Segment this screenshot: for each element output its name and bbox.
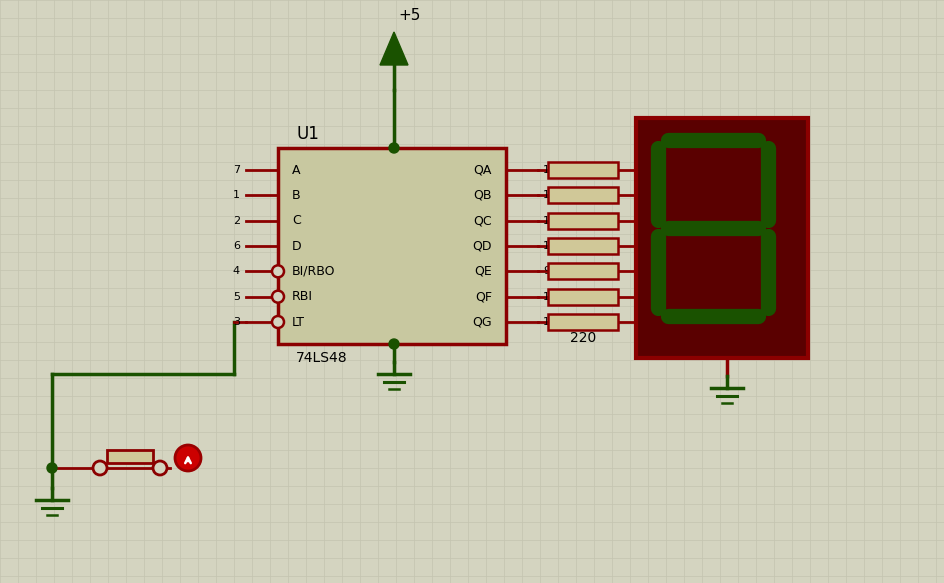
Polygon shape: [380, 32, 408, 65]
Bar: [548, 238, 618, 254]
Bar: [548, 187, 618, 203]
Circle shape: [47, 463, 57, 473]
Text: 2: 2: [233, 216, 240, 226]
Text: QE: QE: [474, 265, 492, 278]
Text: 11: 11: [543, 216, 557, 226]
Text: U1: U1: [296, 125, 319, 143]
Bar: [548, 314, 618, 330]
Text: 5: 5: [233, 292, 240, 301]
Text: RBI: RBI: [292, 290, 313, 303]
Text: BI/RBO: BI/RBO: [292, 265, 335, 278]
Text: QG: QG: [472, 315, 492, 328]
Circle shape: [272, 316, 284, 328]
Text: QF: QF: [475, 290, 492, 303]
Text: QA: QA: [474, 163, 492, 177]
Text: 13: 13: [543, 165, 557, 175]
Text: 1: 1: [233, 190, 240, 201]
Text: D: D: [292, 240, 302, 252]
Text: C: C: [292, 214, 301, 227]
Text: B: B: [292, 189, 300, 202]
Text: 4: 4: [233, 266, 240, 276]
Bar: [278, 148, 506, 344]
Text: 12: 12: [543, 190, 557, 201]
Text: QB: QB: [474, 189, 492, 202]
Bar: [107, 450, 153, 463]
Circle shape: [272, 291, 284, 303]
Circle shape: [389, 143, 399, 153]
Text: 7: 7: [233, 165, 240, 175]
Bar: [548, 264, 618, 279]
Circle shape: [175, 445, 201, 471]
Text: 220: 220: [570, 331, 596, 345]
Text: A: A: [292, 163, 300, 177]
Text: 74LS48: 74LS48: [296, 351, 347, 365]
Bar: [548, 213, 618, 229]
Circle shape: [153, 461, 167, 475]
Text: 3: 3: [233, 317, 240, 327]
Text: 6: 6: [233, 241, 240, 251]
Text: QC: QC: [473, 214, 492, 227]
Bar: [548, 162, 618, 178]
Text: +5: +5: [398, 9, 420, 23]
Text: QD: QD: [473, 240, 492, 252]
Bar: [636, 118, 808, 358]
Circle shape: [93, 461, 107, 475]
Text: 10: 10: [543, 241, 557, 251]
Text: 14: 14: [543, 317, 557, 327]
Bar: [548, 289, 618, 305]
Text: 15: 15: [543, 292, 557, 301]
Text: 9: 9: [543, 266, 550, 276]
Circle shape: [272, 265, 284, 278]
Text: LT: LT: [292, 315, 305, 328]
Circle shape: [389, 339, 399, 349]
